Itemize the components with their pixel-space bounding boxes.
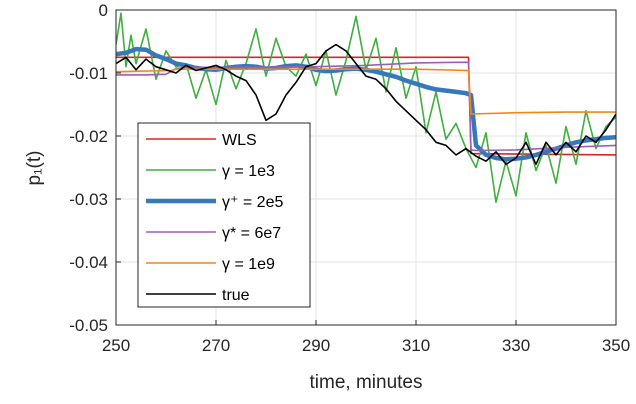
y-axis-label: p₁(t) bbox=[24, 151, 45, 186]
y-tick-label: -0.04 bbox=[69, 253, 108, 272]
legend-label: γ* = 6e7 bbox=[222, 225, 281, 242]
x-tick-label: 250 bbox=[102, 336, 130, 355]
x-tick-label: 330 bbox=[502, 336, 530, 355]
y-axis-ticks: 0 -0.01 -0.02 -0.03 -0.04 -0.05 bbox=[69, 1, 121, 335]
legend-label: γ⁺ = 2e5 bbox=[222, 194, 283, 211]
series-line-true bbox=[116, 43, 616, 166]
legend: WLS γ = 1e3 γ⁺ = 2e5 γ* = 6e7 γ = 1e9 true bbox=[137, 122, 311, 308]
series-lines bbox=[116, 12, 616, 203]
y-tick-label: -0.03 bbox=[69, 190, 108, 209]
legend-label: γ = 1e3 bbox=[222, 163, 275, 180]
y-tick-label: -0.01 bbox=[69, 64, 108, 83]
legend-label: γ = 1e9 bbox=[222, 256, 275, 273]
y-tick-label: -0.05 bbox=[69, 316, 108, 335]
x-tick-label: 270 bbox=[202, 336, 230, 355]
x-axis-label: time, minutes bbox=[310, 372, 423, 393]
plot-frame bbox=[115, 9, 617, 326]
x-tick-label: 350 bbox=[602, 336, 630, 355]
y-tick-label: -0.02 bbox=[69, 127, 108, 146]
y-tick-label: 0 bbox=[99, 1, 108, 20]
series-line-1e9 bbox=[116, 68, 616, 115]
x-tick-label: 290 bbox=[302, 336, 330, 355]
x-axis-ticks: 250 270 290 310 330 350 bbox=[102, 320, 630, 355]
legend-box bbox=[137, 122, 311, 308]
legend-label: WLS bbox=[222, 132, 257, 149]
x-tick-label: 310 bbox=[402, 336, 430, 355]
legend-label: true bbox=[222, 287, 250, 304]
